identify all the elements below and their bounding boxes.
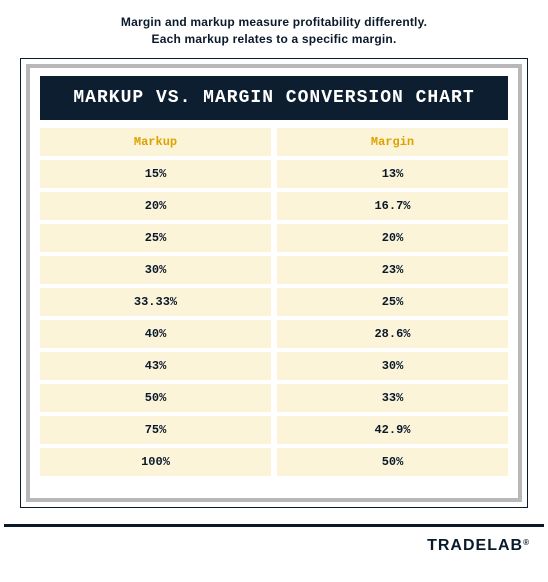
table-cell: 75% [40, 416, 271, 444]
table-cell: 33.33% [40, 288, 271, 316]
subtitle-line1: Margin and markup measure profitability … [121, 15, 427, 29]
table-cell: 30% [40, 256, 271, 284]
table-row: 75%42.9% [40, 416, 508, 444]
brand-suffix: ® [523, 538, 530, 547]
table-row: 43%30% [40, 352, 508, 380]
brand-logo: TRADELAB® [0, 527, 548, 555]
table-row: 30%23% [40, 256, 508, 284]
table-cell: 20% [277, 224, 508, 252]
footer: TRADELAB® [0, 524, 548, 555]
table-cell: 23% [277, 256, 508, 284]
table-header-cell: Margin [277, 128, 508, 156]
table-cell: 50% [40, 384, 271, 412]
brand-text: TRADELAB [427, 537, 523, 554]
table-header-row: MarkupMargin [40, 128, 508, 156]
table-cell: 30% [277, 352, 508, 380]
table-row: 25%20% [40, 224, 508, 252]
chart-card-inner: MARKUP VS. MARGIN CONVERSION CHART Marku… [26, 64, 522, 502]
table-row: 40%28.6% [40, 320, 508, 348]
table-cell: 42.9% [277, 416, 508, 444]
table-cell: 43% [40, 352, 271, 380]
table-row: 33.33%25% [40, 288, 508, 316]
table-cell: 13% [277, 160, 508, 188]
chart-card-outer: MARKUP VS. MARGIN CONVERSION CHART Marku… [20, 58, 528, 508]
table-row: 15%13% [40, 160, 508, 188]
subtitle: Margin and markup measure profitability … [0, 0, 548, 58]
table-row: 50%33% [40, 384, 508, 412]
table-row: 20%16.7% [40, 192, 508, 220]
table-cell: 28.6% [277, 320, 508, 348]
table-cell: 33% [277, 384, 508, 412]
conversion-table: MarkupMargin15%13%20%16.7%25%20%30%23%33… [40, 128, 508, 476]
table-cell: 25% [277, 288, 508, 316]
subtitle-line2: Each markup relates to a specific margin… [152, 32, 397, 46]
table-header-cell: Markup [40, 128, 271, 156]
table-cell: 40% [40, 320, 271, 348]
chart-title: MARKUP VS. MARGIN CONVERSION CHART [40, 76, 508, 120]
table-row: 100%50% [40, 448, 508, 476]
table-cell: 16.7% [277, 192, 508, 220]
table-cell: 25% [40, 224, 271, 252]
table-cell: 20% [40, 192, 271, 220]
table-cell: 50% [277, 448, 508, 476]
table-cell: 15% [40, 160, 271, 188]
table-cell: 100% [40, 448, 271, 476]
